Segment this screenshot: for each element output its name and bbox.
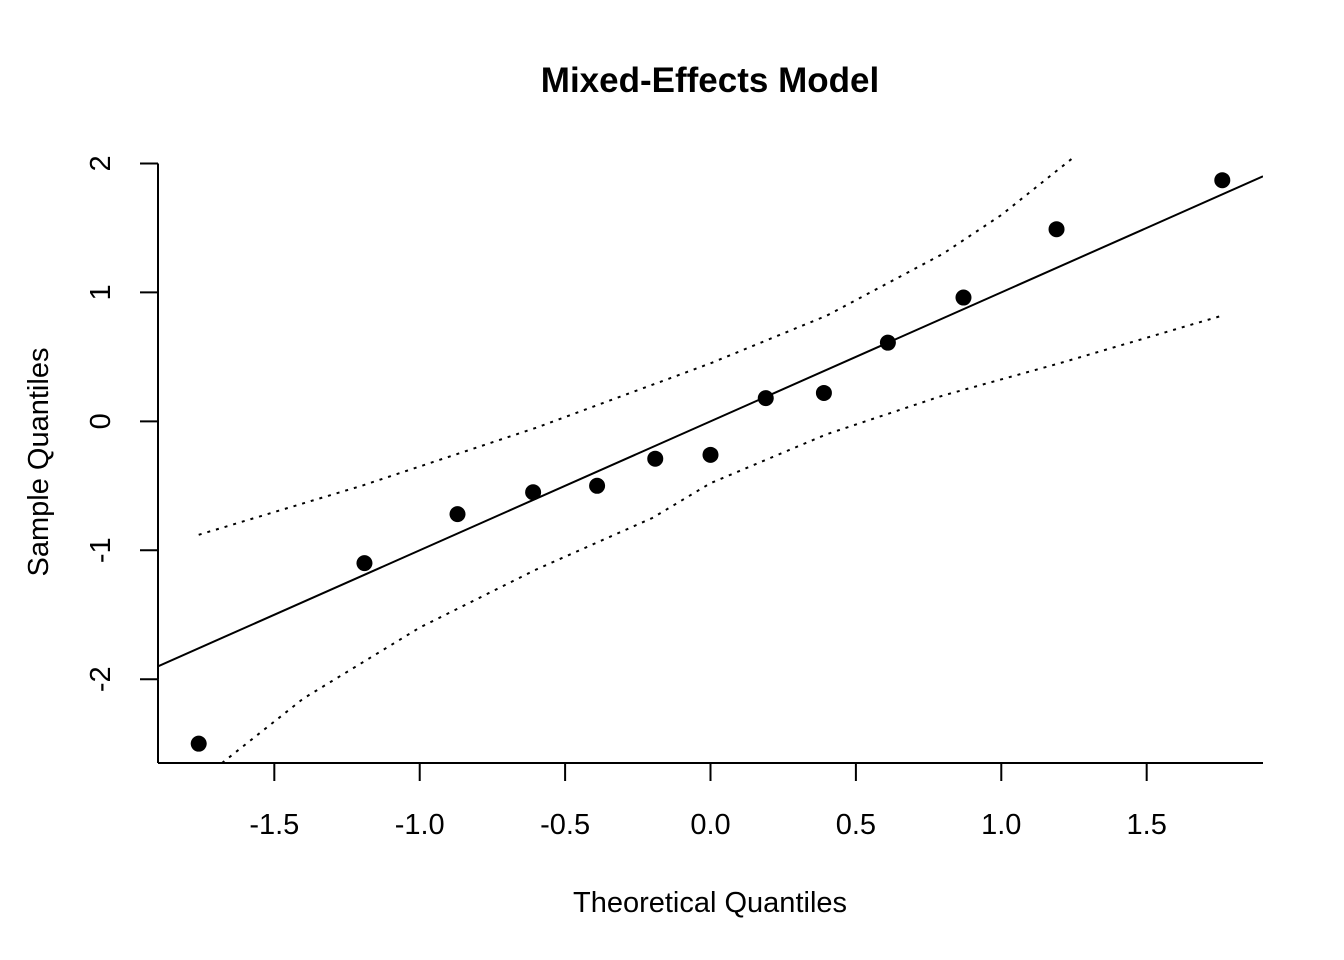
reference-line-group: [158, 175, 1263, 668]
data-point: [879, 334, 896, 351]
y-tick-label: -2: [85, 666, 117, 692]
data-point: [190, 735, 207, 752]
data-point: [757, 390, 774, 407]
x-tick-label: 1.0: [981, 809, 1021, 841]
x-tick-label: -0.5: [540, 809, 590, 841]
y-axis: -2 -1 0 1 2: [85, 155, 159, 763]
x-tick-label: 0.5: [836, 809, 876, 841]
y-tick-label: 1: [85, 284, 117, 300]
x-tick-label: 1.5: [1127, 809, 1167, 841]
data-point: [702, 446, 719, 463]
data-point: [356, 555, 373, 572]
data-point: [815, 384, 832, 401]
x-axis: -1.5 -1.0 -0.5 0.0 0.5 1.0 1.5: [158, 762, 1263, 841]
y-tick-label: 0: [85, 413, 117, 429]
upper-confidence-band: [198, 157, 1075, 536]
lower-confidence-band: [221, 314, 1223, 763]
x-tick-label: 0.0: [690, 809, 730, 841]
data-point: [647, 450, 664, 467]
y-tick-label: 2: [85, 155, 117, 171]
chart-title: Mixed-Effects Model: [541, 61, 879, 100]
reference-line: [158, 175, 1263, 668]
data-point: [1214, 172, 1231, 189]
data-points: [190, 172, 1231, 752]
data-point: [525, 484, 542, 501]
confidence-bands: [198, 157, 1223, 763]
x-axis-title: Theoretical Quantiles: [573, 887, 847, 919]
data-point: [449, 506, 466, 523]
data-point: [1048, 221, 1065, 238]
x-tick-label: -1.0: [395, 809, 445, 841]
y-tick-label: -1: [85, 537, 117, 563]
data-point: [589, 477, 606, 494]
y-axis-title: Sample Quantiles: [23, 348, 55, 577]
data-point: [955, 289, 972, 306]
x-tick-label: -1.5: [249, 809, 299, 841]
